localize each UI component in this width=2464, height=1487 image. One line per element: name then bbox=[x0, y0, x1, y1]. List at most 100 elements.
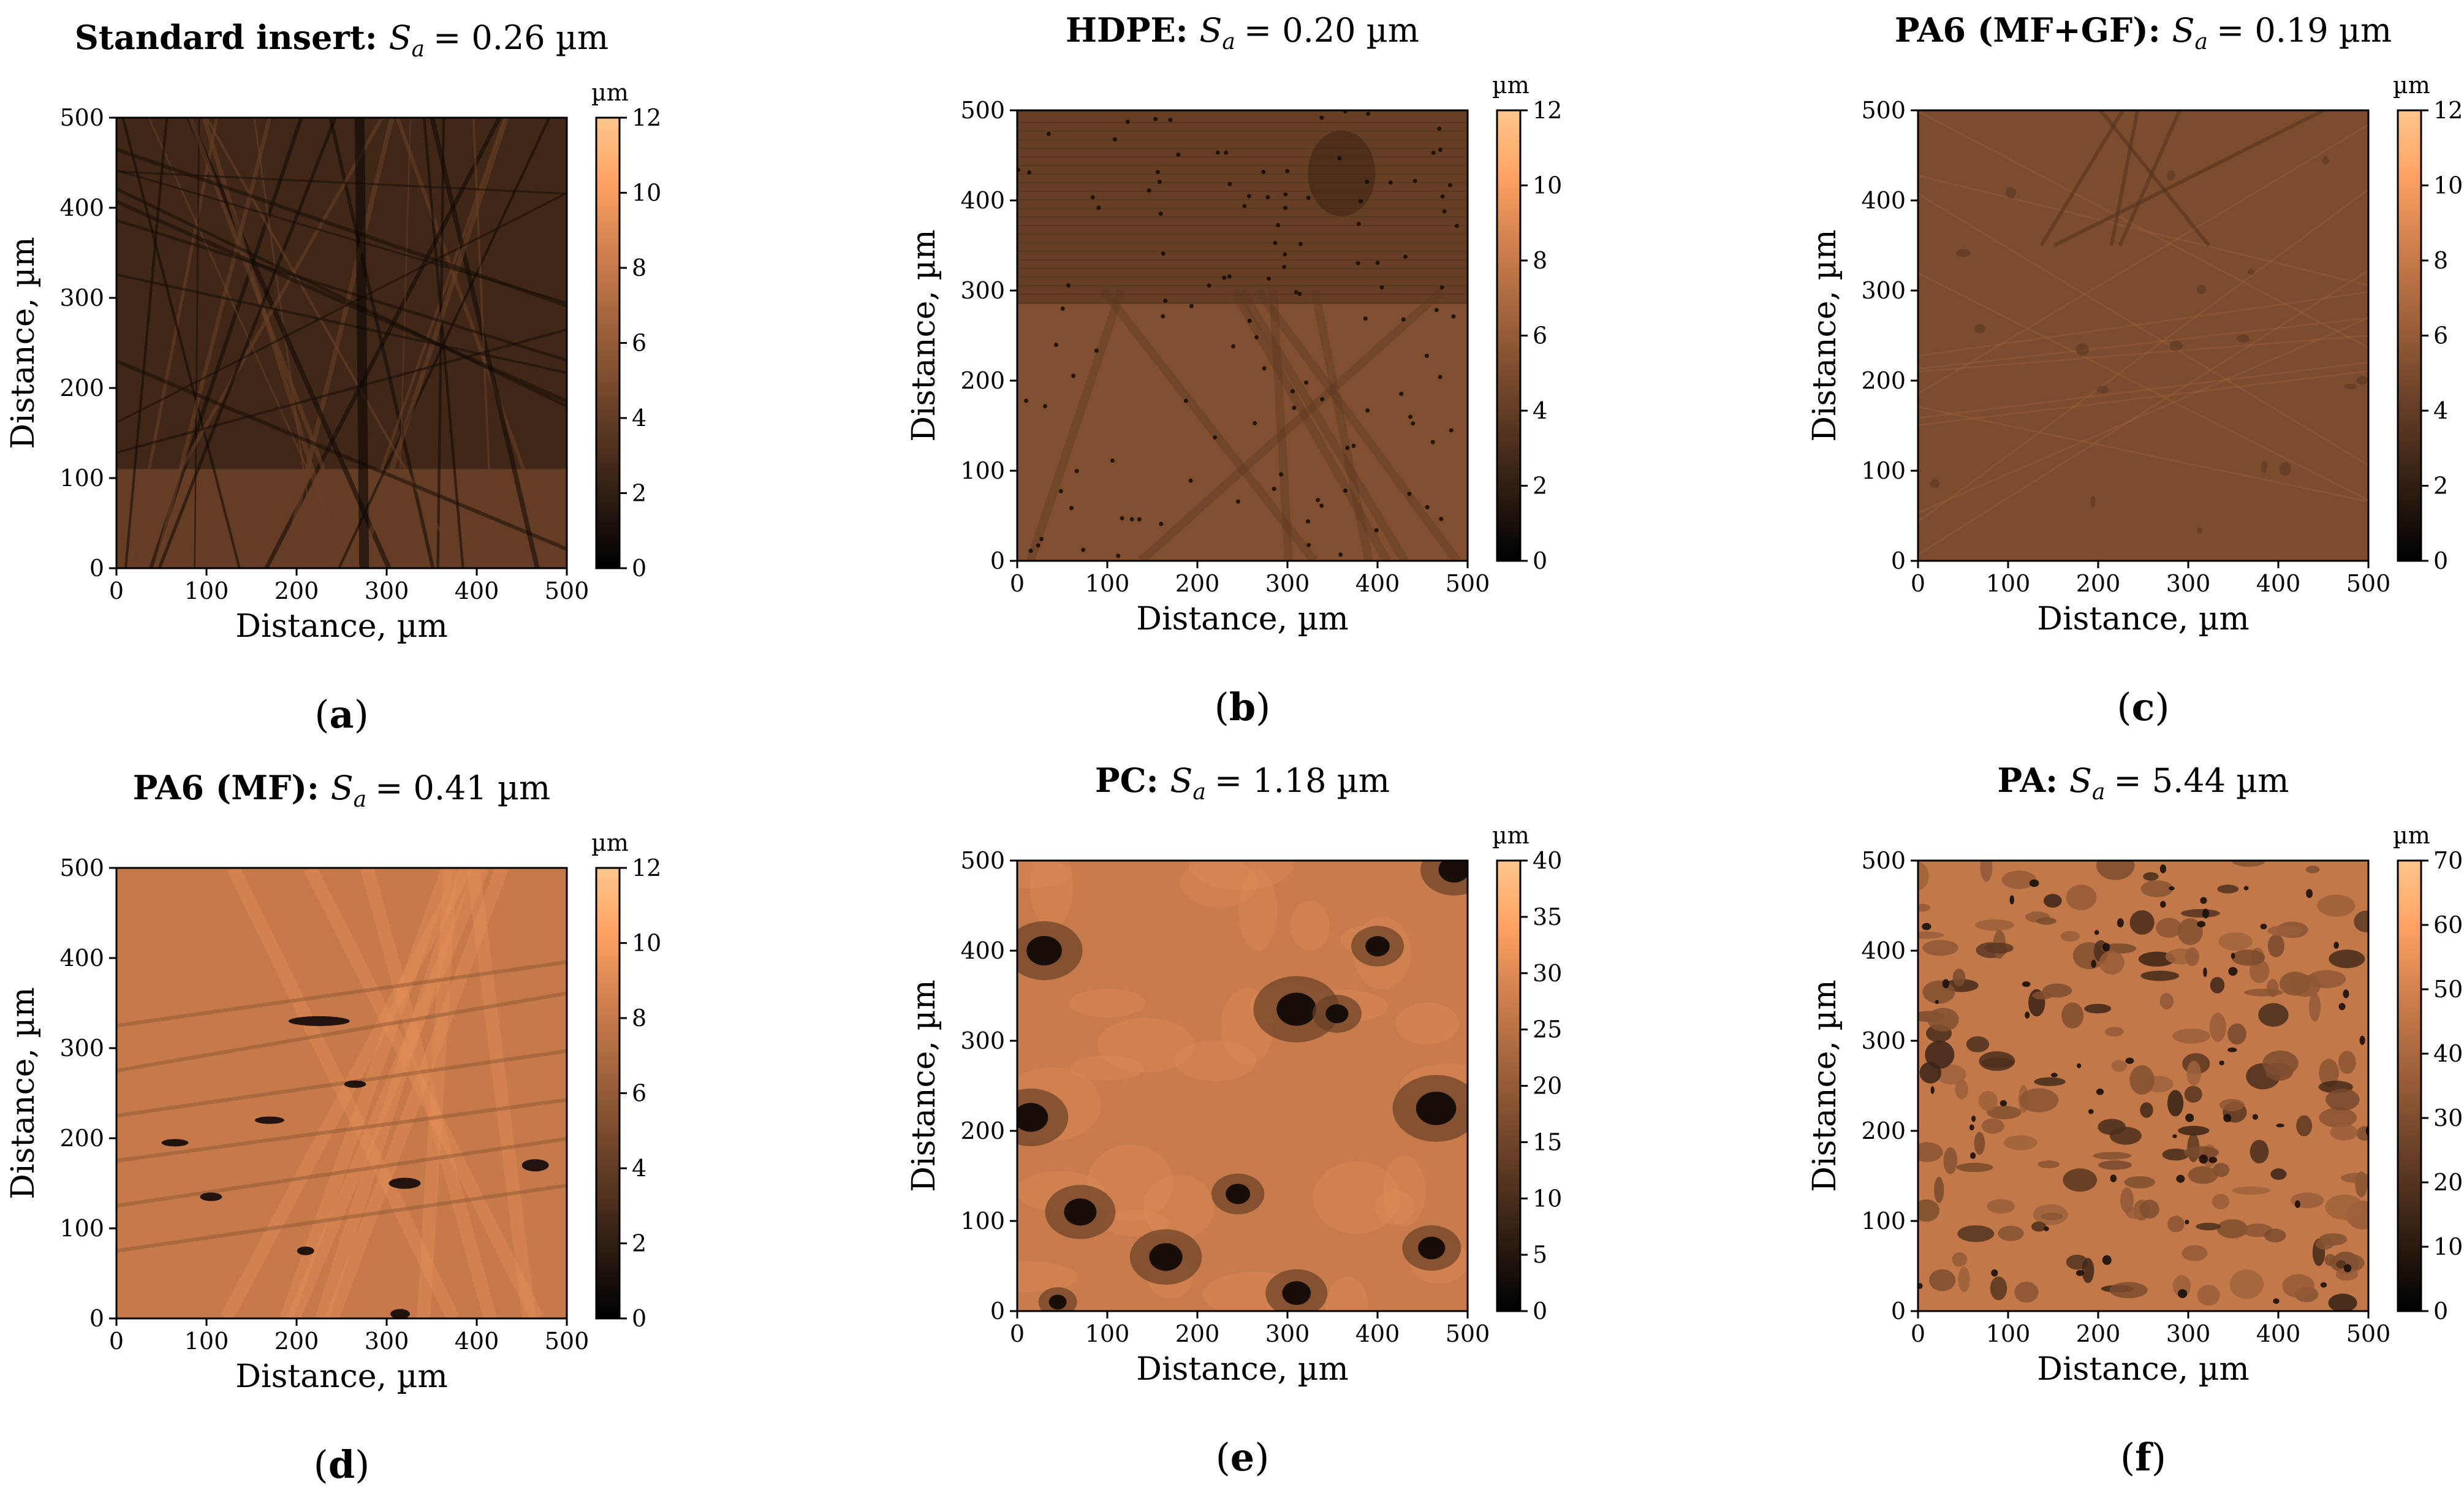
surface-feature bbox=[1262, 366, 1267, 371]
surface-feature bbox=[1155, 170, 1160, 175]
surface-scratch bbox=[116, 219, 567, 362]
panel-title: PA6 (MF+GF): Sa = 0.19 µm bbox=[1895, 10, 2392, 55]
panel-label-letter: a bbox=[329, 692, 354, 737]
surface-feature bbox=[2061, 1002, 2084, 1029]
panel-label: (d) bbox=[314, 1442, 370, 1485]
surface-feature bbox=[2231, 949, 2265, 966]
panel-d: PA6 (MF): Sa = 0.41 µm0 100 200 300 400 500010… bbox=[5, 768, 661, 1487]
surface-scratch bbox=[1026, 289, 1126, 561]
surface-feature bbox=[1097, 1017, 1195, 1073]
surface-feature bbox=[2305, 865, 2320, 873]
colorbar-tick-label: 70 bbox=[2433, 847, 2463, 874]
surface-feature bbox=[2019, 1088, 2059, 1112]
surface-feature bbox=[2169, 340, 2183, 351]
colorbar-tick-label: 2 bbox=[2433, 473, 2448, 500]
surface-feature bbox=[2216, 1219, 2248, 1239]
surface-feature bbox=[2232, 861, 2265, 867]
surface-scratch bbox=[220, 868, 472, 1318]
surface-feature bbox=[1102, 1210, 1169, 1237]
surface-feature bbox=[1929, 1269, 1956, 1291]
surface-feature bbox=[1930, 479, 1940, 489]
surface-feature bbox=[1158, 211, 1163, 216]
surface-feature bbox=[390, 1309, 411, 1318]
surface-feature bbox=[2319, 1059, 2339, 1087]
panel-label-letter: b bbox=[1229, 685, 1256, 729]
surface-feature bbox=[2005, 187, 2016, 199]
panel-title: HDPE: Sa = 0.20 µm bbox=[1066, 10, 1419, 55]
surface-feature bbox=[1306, 196, 1311, 200]
panel-title-subscript: a bbox=[1222, 29, 1235, 55]
surface-scratch bbox=[116, 200, 567, 403]
surface-feature bbox=[1071, 373, 1076, 378]
x-tick-label: 300 bbox=[1265, 570, 1310, 597]
surface-feature bbox=[1207, 283, 1211, 288]
surface-feature bbox=[1365, 180, 1370, 184]
panel-title-subscript: a bbox=[354, 787, 366, 812]
surface-feature bbox=[1090, 195, 1095, 200]
surface-scratch bbox=[253, 118, 319, 568]
colorbar-tick-label: 6 bbox=[1533, 322, 1547, 349]
y-axis-label: Distance, µm bbox=[1806, 979, 1843, 1192]
surface-feature bbox=[1282, 1281, 1311, 1306]
colorbar-tick-label: 6 bbox=[632, 1080, 646, 1107]
surface-scratch bbox=[116, 192, 567, 424]
surface-feature bbox=[1265, 195, 1270, 200]
surface-scratch bbox=[1230, 288, 1391, 561]
x-tick-label: 200 bbox=[1175, 1320, 1220, 1347]
colorbar-tick-label: 0 bbox=[632, 1305, 646, 1332]
surface-feature bbox=[389, 1177, 421, 1189]
surface-feature bbox=[1189, 861, 1294, 891]
surface-feature bbox=[2356, 376, 2368, 385]
surface-feature bbox=[1451, 314, 1456, 319]
surface-feature bbox=[1918, 903, 1931, 912]
x-tick-label: 500 bbox=[2346, 570, 2391, 597]
surface-feature bbox=[1319, 115, 1324, 120]
surface-feature bbox=[2319, 1108, 2357, 1128]
surface-feature bbox=[1438, 147, 1443, 152]
surface-feature bbox=[2098, 1160, 2132, 1170]
surface-feature bbox=[2185, 947, 2199, 967]
panel-label-letter: c bbox=[2132, 685, 2155, 729]
surface-feature bbox=[1054, 343, 1059, 348]
surface-feature bbox=[1276, 222, 1281, 227]
surface-feature bbox=[1975, 919, 2014, 931]
panel-title-label: PC: bbox=[1095, 761, 1170, 800]
surface-feature bbox=[1149, 1243, 1183, 1271]
panel-label: (b) bbox=[1215, 685, 1271, 729]
x-tick-label: 500 bbox=[545, 1328, 589, 1355]
surface-feature bbox=[2276, 1124, 2284, 1128]
colorbar bbox=[595, 116, 621, 569]
colorbar-tick-label: 20 bbox=[1533, 1073, 1562, 1100]
panel-e: PC: Sa = 1.18 µm0 100 200 300 400 500010020030… bbox=[906, 761, 1562, 1480]
y-axis-label: Distance, µm bbox=[906, 229, 942, 441]
surface-scratch bbox=[360, 868, 497, 1318]
surface-scratch bbox=[279, 868, 455, 1318]
panel-title-value: = 0.20 µm bbox=[1244, 11, 1419, 50]
surface-scratch bbox=[2109, 110, 2140, 246]
surface-feature bbox=[1434, 308, 1439, 313]
colorbar-tick-label: 0 bbox=[2433, 547, 2448, 574]
surface-feature bbox=[1442, 209, 1447, 214]
surface-feature bbox=[2050, 1073, 2058, 1078]
surface-feature bbox=[2219, 1098, 2245, 1111]
x-tick-label: 200 bbox=[1175, 570, 1220, 597]
surface-feature bbox=[1304, 380, 1309, 385]
surface-feature bbox=[1365, 408, 1370, 413]
x-axis-label: Distance, µm bbox=[2037, 1351, 2249, 1388]
surface-feature bbox=[2022, 981, 2031, 987]
surface-scratch bbox=[116, 1136, 567, 1208]
surface-feature bbox=[1224, 150, 1229, 155]
surface-feature bbox=[1242, 203, 1247, 208]
surface-feature bbox=[2329, 1253, 2365, 1273]
panel-title-subscript: a bbox=[412, 37, 425, 62]
x-tick-label: 200 bbox=[2076, 1320, 2121, 1347]
x-tick-label: 100 bbox=[1986, 570, 2031, 597]
surface-feature bbox=[1272, 487, 1276, 492]
surface-feature bbox=[1439, 517, 1444, 522]
x-tick-label: 400 bbox=[1355, 1320, 1400, 1347]
surface-feature bbox=[2125, 1057, 2134, 1064]
surface-feature bbox=[2243, 886, 2249, 891]
surface-feature bbox=[1285, 169, 1290, 173]
surface-feature bbox=[2091, 959, 2096, 968]
surface-feature bbox=[2212, 1193, 2230, 1209]
